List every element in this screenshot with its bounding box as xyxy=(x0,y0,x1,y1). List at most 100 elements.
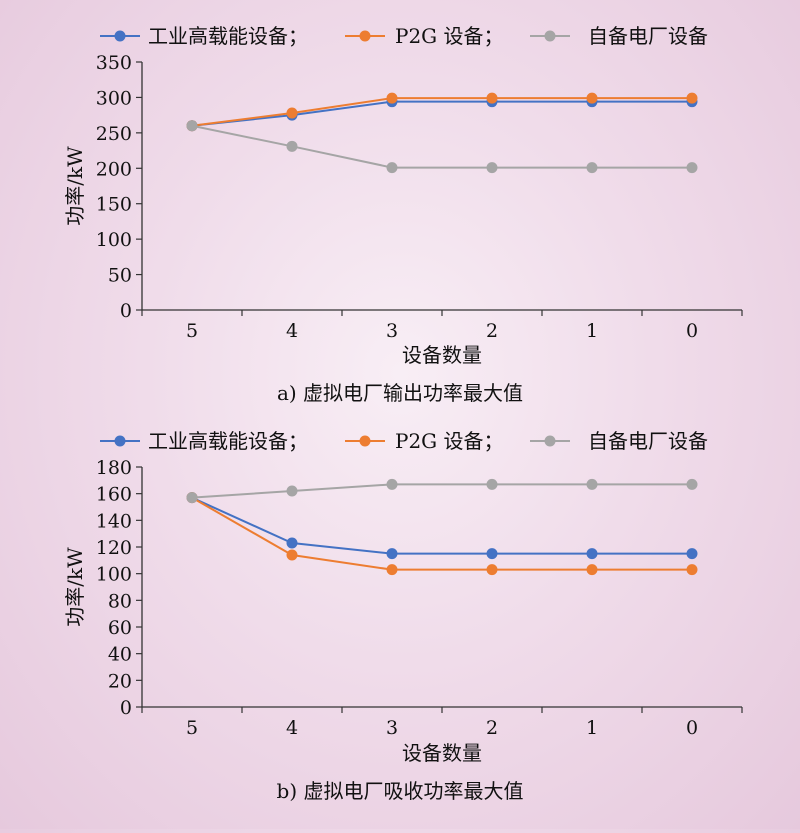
data-point xyxy=(486,162,498,174)
series xyxy=(186,120,698,174)
x-tick-label: 3 xyxy=(386,717,398,739)
data-point xyxy=(686,92,698,104)
series xyxy=(186,96,698,132)
x-tick-label: 1 xyxy=(586,320,598,342)
y-axis-title: 功率/kW xyxy=(63,146,87,226)
x-tick-label: 4 xyxy=(286,320,298,342)
x-axis-title: 设备数量 xyxy=(402,343,482,367)
data-point xyxy=(286,140,298,152)
data-point xyxy=(686,162,698,174)
chart-panel-2: 工业高载能设备； P2G 设备； 自备电厂设备0204060801001201401… xyxy=(63,429,743,803)
y-tick-label: 120 xyxy=(96,537,132,559)
legend-label: 自备电厂设备 xyxy=(588,24,708,48)
data-point xyxy=(686,548,698,560)
y-tick-label: 60 xyxy=(108,617,132,639)
series xyxy=(186,492,698,576)
series-line xyxy=(191,100,692,127)
legend-item: P2G 设备； xyxy=(345,24,504,48)
data-point xyxy=(486,548,498,560)
chart-panel-1: 工业高载能设备； P2G 设备； 自备电厂设备0501001502002503003… xyxy=(63,24,743,405)
y-tick-label: 350 xyxy=(96,52,132,74)
legend-label: P2G 设备； xyxy=(395,429,504,453)
data-point xyxy=(386,564,398,576)
chart-caption: b) 虚拟电厂吸收功率最大值 xyxy=(277,779,524,803)
y-tick-label: 0 xyxy=(120,300,132,322)
legend-item: 工业高载能设备； xyxy=(100,429,308,453)
y-tick-label: 160 xyxy=(96,484,132,506)
legend-marker xyxy=(114,30,126,42)
legend: 工业高载能设备； P2G 设备； 自备电厂设备 xyxy=(100,24,708,48)
legend-marker xyxy=(114,435,126,447)
data-point xyxy=(386,478,398,490)
series xyxy=(186,478,698,504)
x-tick-label: 1 xyxy=(586,717,598,739)
x-tick-label: 2 xyxy=(486,320,498,342)
y-tick-label: 140 xyxy=(96,510,132,532)
series xyxy=(186,492,698,560)
y-tick-label: 0 xyxy=(120,697,132,719)
axes: 0 50 100 150 200 250 300 350 5 4 3 2 1 0 功率/kW 设备数量 xyxy=(63,52,743,367)
x-tick-label: 4 xyxy=(286,717,298,739)
legend-marker xyxy=(544,30,556,42)
y-tick-label: 40 xyxy=(108,644,132,666)
legend-label: 工业高载能设备； xyxy=(148,429,308,453)
data-point xyxy=(586,564,598,576)
data-point xyxy=(686,478,698,490)
legend-label: 自备电厂设备 xyxy=(588,429,708,453)
data-point xyxy=(486,478,498,490)
legend-marker xyxy=(359,435,371,447)
y-tick-label: 250 xyxy=(96,123,132,145)
y-tick-label: 20 xyxy=(108,670,132,692)
y-axis-title: 功率/kW xyxy=(63,547,87,627)
data-point xyxy=(586,548,598,560)
x-tick-label: 0 xyxy=(686,717,698,739)
data-point xyxy=(286,485,298,497)
y-tick-label: 200 xyxy=(96,158,132,180)
data-point xyxy=(486,564,498,576)
data-point xyxy=(286,549,298,561)
series xyxy=(186,92,698,132)
y-tick-label: 180 xyxy=(96,457,132,479)
series-line xyxy=(191,496,692,555)
y-tick-label: 150 xyxy=(96,194,132,216)
data-point xyxy=(386,162,398,174)
chart-caption: a) 虚拟电厂输出功率最大值 xyxy=(277,381,523,405)
data-point xyxy=(386,548,398,560)
x-tick-label: 0 xyxy=(686,320,698,342)
legend-marker xyxy=(544,435,556,447)
legend-label: 工业高载能设备； xyxy=(148,24,308,48)
data-point xyxy=(186,492,198,504)
y-tick-label: 50 xyxy=(108,265,132,287)
data-point xyxy=(186,120,198,132)
axes: 0 20 40 60 80 100 120 140 160 180 5 4 3 2 1 0 功率/kW 设备数量 xyxy=(63,457,743,765)
data-point xyxy=(286,537,298,549)
legend-marker xyxy=(359,30,371,42)
series-line xyxy=(191,496,692,571)
x-tick-label: 5 xyxy=(186,320,198,342)
series-line xyxy=(191,483,692,499)
x-tick-label: 5 xyxy=(186,717,198,739)
legend-item: P2G 设备； xyxy=(345,429,504,453)
legend-item: 自备电厂设备 xyxy=(530,429,708,453)
data-point xyxy=(486,92,498,104)
y-tick-label: 300 xyxy=(96,87,132,109)
x-tick-label: 2 xyxy=(486,717,498,739)
legend-item: 工业高载能设备； xyxy=(100,24,308,48)
data-point xyxy=(586,92,598,104)
x-tick-label: 3 xyxy=(386,320,398,342)
legend-item: 自备电厂设备 xyxy=(530,24,708,48)
series-line xyxy=(191,97,692,127)
data-point xyxy=(386,92,398,104)
x-axis-title: 设备数量 xyxy=(402,741,482,765)
data-point xyxy=(286,107,298,119)
legend: 工业高载能设备； P2G 设备； 自备电厂设备 xyxy=(100,429,708,453)
y-tick-label: 100 xyxy=(96,564,132,586)
data-point xyxy=(586,162,598,174)
data-point xyxy=(586,478,598,490)
legend-label: P2G 设备； xyxy=(395,24,504,48)
series-line xyxy=(191,124,692,169)
data-point xyxy=(686,564,698,576)
y-tick-label: 100 xyxy=(96,229,132,251)
